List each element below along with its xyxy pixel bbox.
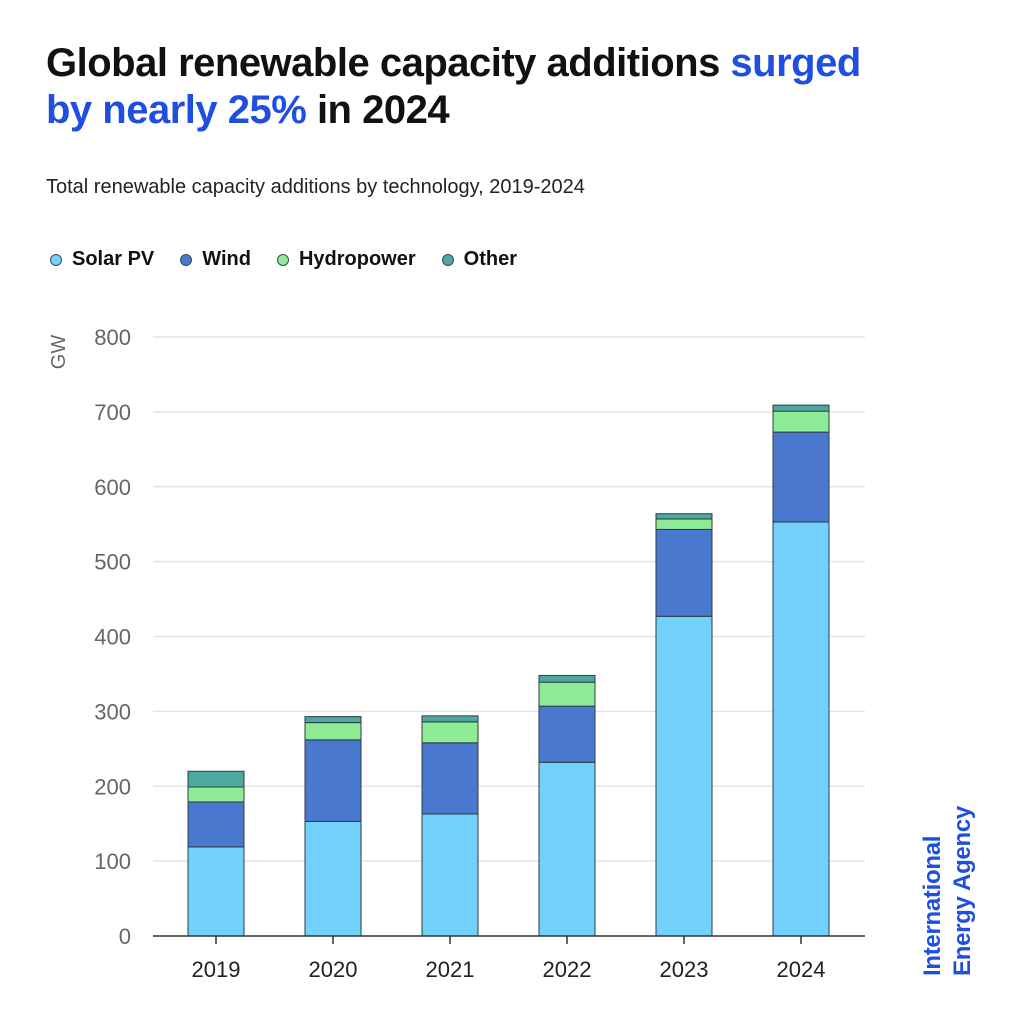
bar-segment-wind-2022 — [538, 705, 596, 763]
chart-subtitle: Total renewable capacity additions by te… — [46, 176, 585, 198]
y-tick-label: 0 — [119, 924, 131, 949]
legend-item-wind: Wind — [180, 248, 251, 271]
x-tick-label: 2021 — [426, 957, 475, 982]
x-tick-label: 2022 — [543, 957, 592, 982]
y-tick-label: 800 — [94, 325, 131, 350]
bar-segment-hydropower-2022 — [538, 681, 596, 707]
bar-segment-hydropower-2021 — [421, 721, 479, 744]
bar-segment-wind-2021 — [421, 742, 479, 815]
logo-line-2: Energy Agency — [949, 806, 976, 976]
bar-segment-solar-pv-2024 — [772, 521, 830, 937]
legend-item-other: Other — [441, 248, 517, 271]
bar-segment-hydropower-2020 — [304, 722, 362, 741]
x-tick-label: 2023 — [660, 957, 709, 982]
bar-segment-wind-2023 — [655, 528, 713, 617]
x-tick-label: 2019 — [192, 957, 241, 982]
x-tick-label: 2024 — [777, 957, 826, 982]
bar-segment-solar-pv-2021 — [421, 813, 479, 937]
legend-label: Solar PV — [72, 248, 155, 270]
bar-segment-other-2024 — [772, 404, 830, 412]
y-tick-label: 100 — [94, 849, 131, 874]
y-tick-label: 300 — [94, 699, 131, 724]
bar-segment-wind-2024 — [772, 431, 830, 523]
chart-legend: Solar PV Wind Hydropower Other — [50, 248, 543, 271]
y-tick-label: 500 — [94, 550, 131, 575]
bar-segment-solar-pv-2019 — [187, 846, 245, 937]
bar-segment-wind-2020 — [304, 739, 362, 822]
bar-segment-hydropower-2024 — [772, 410, 830, 433]
headline-part2: in 2024 — [306, 88, 450, 132]
chart-headline: Global renewable capacity additions surg… — [46, 40, 946, 134]
y-tick-label: 600 — [94, 475, 131, 500]
y-tick-label: 200 — [94, 774, 131, 799]
legend-label: Other — [463, 248, 517, 270]
bar-segment-other-2023 — [655, 513, 713, 520]
headline-highlight-surged: surged — [730, 41, 861, 85]
legend-label: Hydropower — [298, 248, 416, 270]
legend-swatch — [50, 253, 62, 266]
bar-segment-solar-pv-2020 — [304, 820, 362, 937]
y-axis-label: GW — [48, 335, 70, 370]
legend-swatch — [441, 253, 454, 266]
x-tick-label: 2020 — [309, 957, 358, 982]
bar-segment-other-2019 — [187, 770, 245, 788]
legend-item-hydropower: Hydropower — [276, 248, 416, 271]
bar-segment-hydropower-2019 — [187, 786, 245, 803]
bar-segment-other-2020 — [304, 716, 362, 724]
bar-segment-wind-2019 — [187, 801, 245, 848]
headline-part1: Global renewable capacity additions — [46, 41, 731, 85]
legend-item-solar-pv: Solar PV — [50, 248, 154, 271]
bar-segment-hydropower-2023 — [655, 518, 713, 530]
y-tick-label: 400 — [94, 625, 131, 650]
headline-highlight-percent: by nearly 25% — [46, 88, 307, 132]
logo-line-1: International — [919, 835, 946, 976]
iea-logo: International Energy Agency — [918, 806, 978, 976]
bar-segment-other-2021 — [421, 715, 479, 723]
bar-segment-other-2022 — [538, 674, 596, 683]
y-tick-label: 700 — [94, 400, 131, 425]
bar-segment-solar-pv-2023 — [655, 615, 713, 937]
legend-swatch — [180, 253, 193, 266]
bar-segment-solar-pv-2022 — [538, 761, 596, 937]
legend-label: Wind — [202, 248, 251, 270]
legend-swatch — [276, 253, 289, 266]
